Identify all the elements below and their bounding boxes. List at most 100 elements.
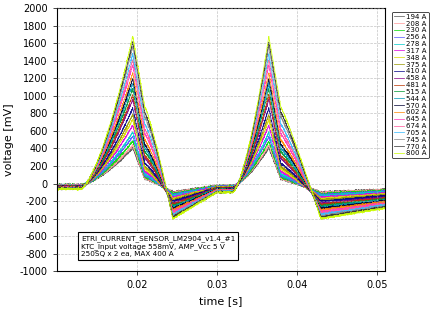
256 A	[382, 189, 388, 193]
Line: 208 A: 208 A	[57, 144, 385, 194]
278 A	[382, 190, 388, 194]
570 A	[341, 204, 346, 208]
256 A	[111, 158, 116, 162]
770 A	[382, 206, 388, 209]
674 A	[91, 169, 97, 172]
800 A	[170, 218, 175, 221]
410 A	[194, 193, 200, 196]
348 A	[54, 184, 59, 188]
458 A	[91, 174, 97, 177]
317 A	[376, 191, 381, 195]
602 A	[318, 209, 323, 213]
230 A	[129, 139, 135, 143]
705 A	[91, 169, 97, 172]
Line: 705 A: 705 A	[57, 53, 385, 215]
208 A	[129, 143, 135, 146]
800 A	[382, 207, 388, 211]
705 A	[54, 186, 59, 190]
X-axis label: time [s]: time [s]	[199, 296, 242, 306]
278 A	[194, 188, 199, 192]
230 A	[111, 160, 116, 164]
705 A	[382, 203, 388, 207]
458 A	[382, 195, 388, 199]
Line: 348 A: 348 A	[57, 119, 385, 200]
645 A	[111, 124, 116, 128]
230 A	[341, 190, 346, 194]
Line: 515 A: 515 A	[57, 88, 385, 207]
348 A	[376, 193, 381, 197]
602 A	[180, 204, 185, 207]
544 A	[318, 207, 323, 210]
481 A	[376, 197, 381, 201]
770 A	[180, 210, 185, 214]
348 A	[319, 198, 324, 202]
745 A	[54, 187, 59, 190]
570 A	[194, 197, 200, 200]
705 A	[376, 204, 381, 208]
481 A	[194, 194, 199, 197]
602 A	[376, 201, 381, 205]
256 A	[194, 189, 200, 193]
317 A	[111, 154, 116, 157]
278 A	[111, 157, 116, 161]
674 A	[194, 199, 200, 203]
674 A	[376, 204, 381, 207]
745 A	[376, 205, 381, 209]
674 A	[130, 58, 136, 61]
410 A	[341, 197, 346, 201]
317 A	[382, 191, 388, 195]
800 A	[376, 208, 381, 211]
770 A	[376, 206, 381, 210]
602 A	[382, 201, 388, 204]
256 A	[180, 191, 185, 194]
705 A	[111, 119, 116, 122]
230 A	[376, 189, 381, 193]
745 A	[266, 44, 271, 47]
645 A	[180, 206, 185, 209]
570 A	[180, 203, 185, 207]
Line: 278 A: 278 A	[57, 131, 385, 197]
Line: 375 A: 375 A	[57, 114, 385, 201]
194 A	[376, 187, 381, 191]
Text: ETRI_CURRENT_SENSOR_LM2904_v1.4_#1
KTC_Input voltage 558mV, AMP_Vcc 5 V
250SQ x : ETRI_CURRENT_SENSOR_LM2904_v1.4_#1 KTC_I…	[81, 235, 235, 257]
674 A	[341, 208, 346, 212]
256 A	[341, 193, 346, 197]
674 A	[111, 122, 116, 125]
410 A	[322, 201, 327, 205]
544 A	[266, 80, 271, 84]
348 A	[180, 195, 185, 198]
Line: 481 A: 481 A	[57, 94, 385, 206]
Line: 256 A: 256 A	[57, 136, 385, 196]
674 A	[54, 187, 59, 190]
645 A	[319, 211, 324, 215]
770 A	[341, 212, 346, 216]
410 A	[91, 174, 97, 178]
Line: 194 A: 194 A	[57, 147, 385, 193]
800 A	[341, 213, 346, 216]
375 A	[130, 112, 135, 116]
544 A	[341, 202, 346, 206]
256 A	[54, 183, 59, 186]
458 A	[323, 203, 329, 206]
Line: 602 A: 602 A	[57, 73, 385, 211]
Line: 674 A: 674 A	[57, 60, 385, 214]
515 A	[318, 206, 323, 209]
481 A	[180, 199, 185, 203]
602 A	[194, 197, 200, 200]
208 A	[341, 190, 346, 194]
602 A	[341, 205, 346, 209]
194 A	[382, 188, 388, 191]
458 A	[111, 141, 116, 144]
375 A	[382, 193, 388, 197]
375 A	[376, 194, 381, 198]
Line: 745 A: 745 A	[57, 46, 385, 217]
481 A	[382, 196, 388, 199]
278 A	[326, 195, 331, 199]
348 A	[382, 192, 388, 195]
705 A	[194, 200, 200, 204]
602 A	[54, 186, 59, 190]
230 A	[194, 188, 200, 191]
770 A	[194, 202, 200, 206]
481 A	[320, 204, 325, 208]
Legend: 194 A, 208 A, 230 A, 256 A, 278 A, 317 A, 348 A, 375 A, 410 A, 458 A, 481 A, 515: 194 A, 208 A, 230 A, 256 A, 278 A, 317 A…	[391, 12, 429, 158]
